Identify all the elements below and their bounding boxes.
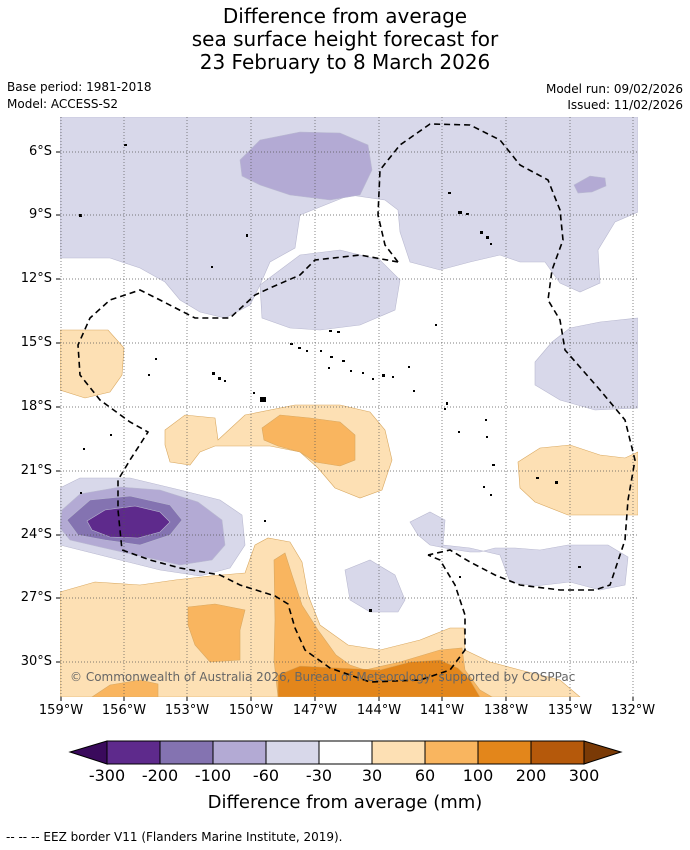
base-period: Base period: 1981-2018 — [7, 80, 152, 94]
colorbar-bin-neg100-neg60 — [213, 741, 266, 764]
colorbar-tick-label: -100 — [194, 766, 232, 785]
colorbar-tick-label: 30 — [361, 766, 383, 785]
latitude-label: 24°S — [20, 527, 52, 542]
latitude-label: 12°S — [20, 271, 52, 286]
longitude-label: 141°W — [419, 703, 465, 718]
model-run: Model run: 09/02/2026 — [545, 82, 683, 96]
anomaly-region-pos60-southwest-edge — [91, 679, 159, 697]
longitude-label: 150°W — [228, 703, 274, 718]
latitude-label: 30°S — [20, 654, 52, 669]
longitude-label: 135°W — [547, 703, 593, 718]
eez-border-north — [377, 123, 636, 591]
colorbar-tick-label: -30 — [305, 766, 333, 785]
anomaly-region-neg30-southeast — [409, 511, 629, 591]
longitude-label: 132°W — [610, 703, 656, 718]
colorbar-high-extension — [583, 740, 623, 765]
anomaly-region-pos60-central — [261, 414, 356, 467]
colorbar-tick-label: 200 — [515, 766, 547, 785]
title-line-1: Difference from average — [222, 4, 468, 28]
latitude-label: 9°S — [28, 207, 52, 222]
latitude-label: 27°S — [20, 590, 52, 605]
anomaly-region-neg30-north — [60, 117, 638, 319]
island-markers — [79, 144, 581, 612]
title-line-3: 23 February to 8 March 2026 — [199, 50, 491, 74]
colorbar-tick-label: -60 — [252, 766, 280, 785]
longitude-label: 159°W — [38, 703, 84, 718]
map-gridlines — [60, 117, 638, 697]
colorbar-dividers — [159, 741, 532, 764]
latitude-label: 21°S — [20, 463, 52, 478]
anomaly-region-neg30-east — [534, 317, 638, 411]
anomaly-region-neg60-east — [573, 175, 607, 194]
longitude-label: 153°W — [164, 703, 210, 718]
colorbar-low-extension — [68, 740, 108, 765]
colorbar-bin-30-60 — [372, 741, 425, 764]
colorbar-tick-label: 60 — [414, 766, 436, 785]
eez-legend: -- -- -- EEZ border V11 (Flanders Marine… — [6, 830, 343, 844]
colorbar-bin-neg300-neg200 — [107, 741, 160, 764]
colorbar-bin-200-300 — [531, 741, 584, 764]
colorbar-outline — [106, 740, 585, 765]
colorbar-bin-100-200 — [478, 741, 531, 764]
colorbar — [68, 740, 623, 765]
copyright-notice: © Commonwealth of Australia 2026, Bureau… — [70, 670, 575, 684]
axis-tick-marks — [56, 151, 634, 701]
colorbar-tick-label: 300 — [568, 766, 600, 785]
colorbar-tick-label: -300 — [88, 766, 126, 785]
colorbar-bin-60-100 — [425, 741, 478, 764]
colorbar-bin-neg200-neg100 — [160, 741, 213, 764]
longitude-label: 138°W — [483, 703, 529, 718]
anomaly-region-neg200-west — [86, 505, 171, 539]
anomaly-region-pos30-west — [60, 329, 125, 399]
longitude-label: 147°W — [292, 703, 338, 718]
anomaly-region-pos60-southwest — [187, 603, 246, 663]
anomaly-region-neg30-central-north — [259, 249, 401, 331]
colorbar-bin-neg60-neg30 — [266, 741, 319, 764]
anomaly-region-neg30-south — [344, 559, 406, 613]
latitude-label: 15°S — [20, 335, 52, 350]
colorbar-tick-label: 100 — [462, 766, 494, 785]
longitude-label: 156°W — [101, 703, 147, 718]
colorbar-title: Difference from average (mm) — [207, 792, 483, 813]
anomaly-region-pos30-east — [517, 444, 638, 516]
eez-borders — [77, 123, 636, 683]
title-line-2: sea surface height forecast for — [191, 27, 499, 51]
issued-date: Issued: 11/02/2026 — [567, 98, 683, 112]
latitude-label: 18°S — [20, 399, 52, 414]
eez-border-interior — [77, 254, 466, 683]
latitude-label: 6°S — [28, 144, 52, 159]
colorbar-bin-neutral — [319, 741, 372, 764]
model-name: Model: ACCESS-S2 — [7, 97, 119, 111]
colorbar-tick-label: -200 — [141, 766, 179, 785]
longitude-label: 144°W — [356, 703, 402, 718]
anomaly-region-neg60-north — [239, 131, 373, 201]
